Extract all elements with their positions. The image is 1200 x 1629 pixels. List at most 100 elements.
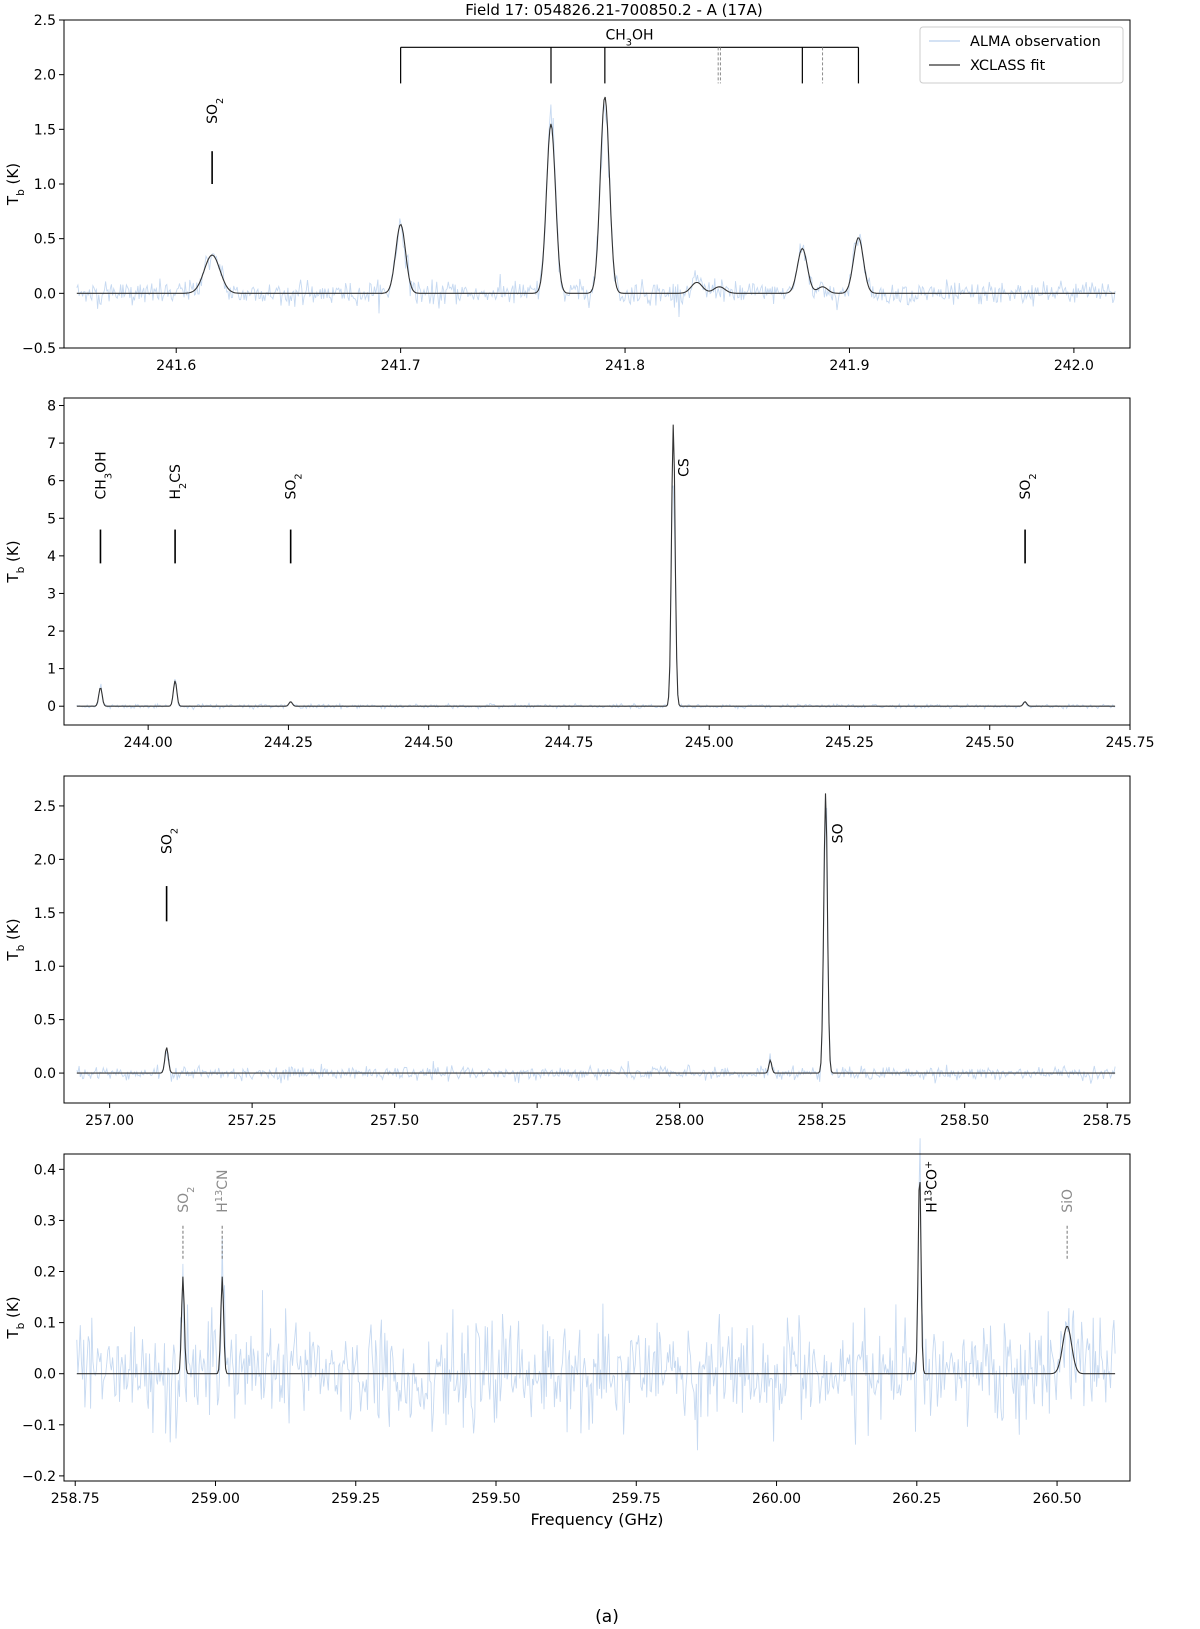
observation-spectrum	[76, 807, 1116, 1084]
figure-caption: (a)	[595, 1607, 619, 1627]
x-tick-label: 259.00	[191, 1491, 240, 1507]
x-tick-label: 259.75	[612, 1491, 661, 1507]
x-axis-label: Frequency (GHz)	[530, 1510, 663, 1529]
y-tick-label: 0.5	[34, 232, 56, 248]
label-part: 2	[169, 828, 180, 834]
label-part: CS	[168, 464, 184, 483]
x-tick-label: 241.8	[605, 358, 645, 374]
y-tick-label: 5	[47, 511, 56, 527]
y-axis-label-part: b	[15, 189, 27, 196]
line-label: CH3OH	[93, 451, 114, 499]
x-tick-label: 245.00	[685, 735, 734, 751]
x-tick-label: 257.25	[228, 1113, 277, 1129]
x-tick-label: 258.25	[798, 1113, 847, 1129]
label-part: SO	[176, 1193, 192, 1213]
legend-entry-label: ALMA observation	[970, 34, 1101, 50]
panels-group: 241.6 241.7 241.8 241.9 2 4 2.0 −0.5 0.0 0.5 1.0 1.…	[4, 13, 1155, 1529]
y-tick-label: 0.0	[34, 286, 56, 302]
xclass-fit-line	[76, 424, 1116, 707]
label-part: CO	[925, 1169, 941, 1190]
x-tick-label: 257.50	[370, 1113, 419, 1129]
xclass-fit-line	[76, 96, 1116, 294]
label-part: 2	[1028, 473, 1039, 479]
y-tick-label: 1	[47, 662, 56, 678]
line-label: H13CN	[214, 1170, 232, 1213]
y-axis-label-part: b	[15, 944, 27, 951]
observation-spectrum	[76, 1138, 1116, 1451]
y-tick-label: 1.5	[34, 122, 56, 138]
label-part: SO	[160, 834, 176, 854]
label-part: 13	[923, 1190, 934, 1202]
y-tick-label: 2.5	[34, 13, 56, 29]
y-axis-label-part: (K)	[4, 1296, 22, 1322]
label-part: OH	[632, 27, 654, 43]
x-tick-label: 259.25	[331, 1491, 380, 1507]
legend: ALMA observation XCLASS fit	[919, 26, 1124, 84]
y-tick-label: 7	[47, 436, 56, 452]
legend-entry-label: XCLASS fit	[970, 58, 1045, 74]
label-part: 3	[626, 37, 632, 48]
y-axis-label-part: (K)	[4, 918, 22, 944]
x-tick-label: 257.00	[85, 1113, 134, 1129]
x-tick-label: 259.50	[472, 1491, 521, 1507]
x-tick-label: 258.75	[51, 1491, 100, 1507]
y-tick-label: 1.0	[34, 959, 56, 975]
y-tick-label: 2.5	[34, 799, 56, 815]
x-tick-label: 245.25	[825, 735, 874, 751]
label-part: CH	[93, 479, 109, 499]
panel-2: 244.00 244.25 244.50 244.75 245.00 245.25 245.…	[4, 397, 1155, 751]
plot-frame	[63, 1153, 1131, 1482]
y-axis-label: Tb (K)	[4, 1296, 27, 1339]
panel-1: 241.6 241.7 241.8 241.9 242.0 −0.5 0.0 0.5 1.0 1.…	[4, 13, 1131, 374]
y-tick-label: 0.5	[34, 1013, 56, 1029]
x-tick-label: 258.00	[655, 1113, 704, 1129]
line-label: SiO	[1060, 1189, 1076, 1213]
legend-box	[919, 26, 1124, 84]
x-tick-label: 241.9	[829, 358, 869, 374]
panel-3: 257.00 257.25 257.50 257.75 258.00 258.25 258.…	[4, 775, 1132, 1129]
y-tick-label: 4	[47, 549, 56, 565]
line-label: SO2	[284, 473, 305, 499]
label-part: 2	[215, 98, 226, 104]
label-part: +	[923, 1161, 934, 1169]
y-tick-label: 2.0	[34, 852, 56, 868]
plot-frame	[63, 775, 1131, 1104]
y-tick-label: −0.2	[22, 1469, 56, 1485]
label-part: 2	[185, 1187, 196, 1193]
y-axis-label-part: T	[4, 951, 22, 962]
y-tick-label: −0.5	[22, 341, 56, 357]
y-tick-label: 0.1	[34, 1316, 56, 1332]
x-tick-label: 260.50	[1033, 1491, 1082, 1507]
y-tick-label: 1.0	[34, 177, 56, 193]
label-part: 2	[293, 473, 304, 479]
y-tick-label: 1.5	[34, 906, 56, 922]
x-tick-label: 241.6	[156, 358, 196, 374]
x-tick-label: 260.25	[892, 1491, 941, 1507]
label-part: 3	[103, 473, 114, 479]
label-part: 2	[178, 483, 189, 489]
x-tick-label: 244.50	[404, 735, 453, 751]
xclass-fit-line	[76, 793, 1116, 1074]
x-tick-label: 260.00	[752, 1491, 801, 1507]
y-tick-label: 0.0	[34, 1066, 56, 1082]
y-tick-label: 0	[47, 699, 56, 715]
line-label: H2CS	[168, 464, 189, 500]
y-axis-label-part: (K)	[4, 163, 22, 189]
y-axis-label-part: T	[4, 195, 22, 206]
y-axis-label: Tb (K)	[4, 540, 27, 583]
y-axis-label-part: (K)	[4, 540, 22, 566]
y-tick-label: 8	[47, 399, 56, 415]
line-label: SO	[831, 823, 847, 843]
figure-title: Field 17: 054826.21-700850.2 - A (17A)	[465, 1, 762, 19]
x-tick-label: 241.7	[381, 358, 421, 374]
bracket-label: CH3OH	[605, 27, 653, 48]
line-label: H13CO+	[923, 1161, 941, 1213]
x-tick-label: 258.50	[940, 1113, 989, 1129]
label-part: CH	[605, 27, 625, 43]
line-label: CS	[676, 458, 692, 477]
label-part: SO	[1018, 480, 1034, 500]
y-axis-label: Tb (K)	[4, 918, 27, 961]
label-part: 13	[214, 1190, 225, 1202]
x-tick-label: 244.75	[544, 735, 593, 751]
y-tick-label: 2	[47, 624, 56, 640]
